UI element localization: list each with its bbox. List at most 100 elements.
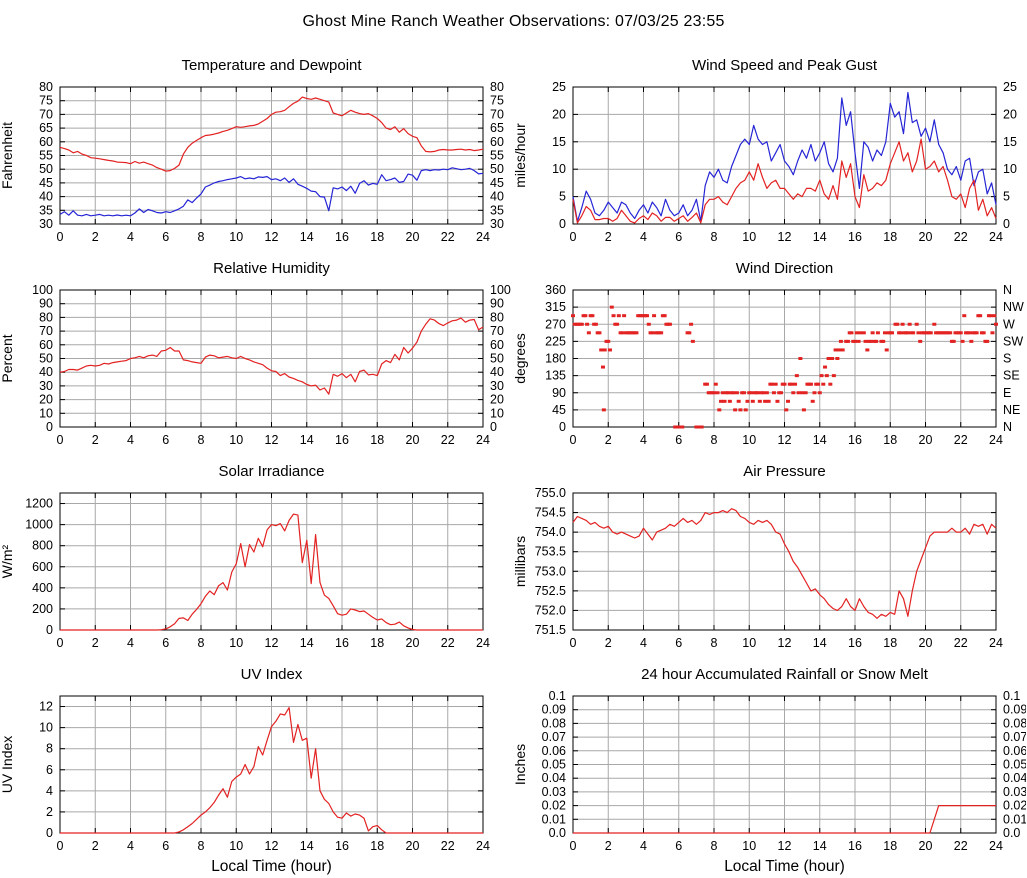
solar-irradiance-plot: 0 2 4 6 8 10 12 14 16 18 20 22 240200400600800100012… <box>0 492 490 650</box>
svg-text:1000: 1000 <box>25 518 53 532</box>
svg-text:20: 20 <box>406 636 420 650</box>
chart-solar-irradiance: 0 2 4 6 8 10 12 14 16 18 20 22 24 0 200 400 600 800 1000 12… <box>0 450 513 653</box>
svg-text:315: 315 <box>545 300 566 314</box>
svg-text:10: 10 <box>229 839 243 853</box>
svg-text:40: 40 <box>39 190 53 204</box>
svg-text:65: 65 <box>39 121 53 135</box>
svg-text:0.09: 0.09 <box>1003 703 1026 717</box>
svg-text:80: 80 <box>490 80 504 94</box>
svg-text:16: 16 <box>848 636 862 650</box>
svg-text:0.01: 0.01 <box>542 812 566 826</box>
svg-text:14: 14 <box>813 636 827 650</box>
svg-text:20: 20 <box>919 636 933 650</box>
svg-text:754.0: 754.0 <box>535 525 566 539</box>
svg-text:4: 4 <box>640 636 647 650</box>
svg-text:0.04: 0.04 <box>1003 771 1026 785</box>
svg-text:2: 2 <box>605 636 612 650</box>
svg-text:55: 55 <box>490 149 504 163</box>
svg-text:4: 4 <box>127 230 134 244</box>
svg-text:30: 30 <box>39 217 53 231</box>
svg-text:4: 4 <box>127 839 134 853</box>
svg-text:0: 0 <box>46 623 53 637</box>
svg-text:60: 60 <box>39 135 53 149</box>
svg-text:225: 225 <box>545 334 566 348</box>
svg-text:0.0: 0.0 <box>549 826 566 840</box>
svg-text:20: 20 <box>490 393 504 407</box>
svg-text:752.5: 752.5 <box>535 584 566 598</box>
svg-text:80: 80 <box>39 310 53 324</box>
svg-text:30: 30 <box>39 379 53 393</box>
svg-text:12: 12 <box>265 636 279 650</box>
svg-text:0.0: 0.0 <box>1003 826 1020 840</box>
svg-text:0: 0 <box>1003 217 1010 231</box>
svg-text:10: 10 <box>552 162 566 176</box>
chart-title: Wind Direction <box>735 260 834 277</box>
svg-text:0: 0 <box>490 420 497 434</box>
svg-text:N: N <box>1003 420 1012 434</box>
svg-text:14: 14 <box>813 230 827 244</box>
chart-title: Relative Humidity <box>213 260 330 277</box>
chart-wind-direction: 0 2 4 6 8 10 12 14 16 18 20 22 24 0 N 45 NE 90 E 135 SE 180 S 2… <box>513 247 1027 450</box>
svg-text:40: 40 <box>490 190 504 204</box>
svg-text:80: 80 <box>490 310 504 324</box>
svg-text:24: 24 <box>989 433 1003 447</box>
svg-text:14: 14 <box>300 433 314 447</box>
chart-title: 24 hour Accumulated Rainfall or Snow Mel… <box>641 666 928 683</box>
svg-text:0: 0 <box>570 433 577 447</box>
svg-text:8: 8 <box>711 433 718 447</box>
svg-text:2: 2 <box>605 433 612 447</box>
svg-text:24: 24 <box>476 230 490 244</box>
svg-text:30: 30 <box>490 217 504 231</box>
svg-text:Inches: Inches <box>513 744 528 785</box>
svg-text:20: 20 <box>1003 107 1017 121</box>
svg-text:20: 20 <box>919 433 933 447</box>
svg-text:100: 100 <box>32 283 53 297</box>
svg-text:40: 40 <box>39 365 53 379</box>
svg-text:10: 10 <box>39 406 53 420</box>
svg-text:degrees: degrees <box>513 333 528 384</box>
svg-text:4: 4 <box>127 636 134 650</box>
svg-text:millibars: millibars <box>513 536 528 587</box>
rainfall-plot: 0 2 4 6 8 10 12 14 16 18 20 22 240.0 0.00.01 0.010.02 0… <box>513 689 1026 875</box>
svg-text:24: 24 <box>476 433 490 447</box>
svg-text:6: 6 <box>675 636 682 650</box>
svg-text:90: 90 <box>490 297 504 311</box>
svg-text:8: 8 <box>198 230 205 244</box>
svg-text:6: 6 <box>675 839 682 853</box>
svg-text:16: 16 <box>335 230 349 244</box>
svg-text:6: 6 <box>675 230 682 244</box>
svg-text:70: 70 <box>39 107 53 121</box>
svg-text:22: 22 <box>954 433 968 447</box>
svg-text:60: 60 <box>490 135 504 149</box>
svg-text:12: 12 <box>39 700 53 714</box>
svg-text:70: 70 <box>39 324 53 338</box>
svg-text:8: 8 <box>198 636 205 650</box>
chart-title: UV Index <box>240 666 303 683</box>
svg-text:Local Time (hour): Local Time (hour) <box>724 858 845 875</box>
charts-grid: 0 2 4 6 8 10 12 14 16 18 20 22 24 30 30 35 35 40 40 45 45 50 5… <box>0 44 1027 878</box>
svg-text:65: 65 <box>490 121 504 135</box>
svg-text:10: 10 <box>742 839 756 853</box>
svg-text:2: 2 <box>92 636 99 650</box>
svg-text:360: 360 <box>545 283 566 297</box>
svg-text:0: 0 <box>559 420 566 434</box>
svg-text:5: 5 <box>1003 190 1010 204</box>
svg-text:0: 0 <box>570 636 577 650</box>
svg-text:90: 90 <box>552 386 566 400</box>
svg-text:10: 10 <box>1003 162 1017 176</box>
svg-text:8: 8 <box>198 433 205 447</box>
svg-text:18: 18 <box>883 839 897 853</box>
svg-text:100: 100 <box>490 283 511 297</box>
svg-text:0.07: 0.07 <box>1003 730 1026 744</box>
svg-text:135: 135 <box>545 369 566 383</box>
svg-text:16: 16 <box>848 230 862 244</box>
svg-text:16: 16 <box>335 839 349 853</box>
svg-text:2: 2 <box>605 230 612 244</box>
svg-text:50: 50 <box>490 352 504 366</box>
svg-text:35: 35 <box>39 203 53 217</box>
svg-text:24: 24 <box>989 636 1003 650</box>
svg-text:6: 6 <box>162 433 169 447</box>
svg-text:6: 6 <box>162 230 169 244</box>
